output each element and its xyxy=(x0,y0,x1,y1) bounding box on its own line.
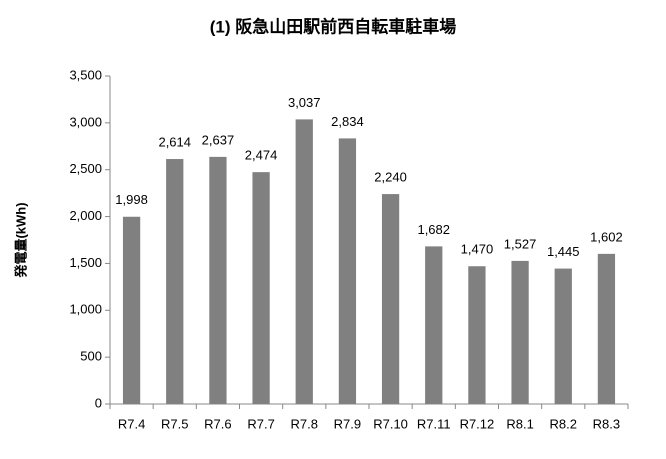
bar xyxy=(252,172,270,404)
bar xyxy=(209,156,227,404)
bar xyxy=(468,266,486,404)
value-label: 2,240 xyxy=(374,170,407,185)
value-label: 1,527 xyxy=(504,236,537,251)
x-tick-label: R7.8 xyxy=(291,416,318,431)
value-label: 3,037 xyxy=(288,95,321,110)
y-axis-label: 発電量(kWh) xyxy=(13,202,28,278)
value-label: 1,682 xyxy=(417,222,450,237)
value-label: 1,470 xyxy=(461,242,494,257)
x-tick-label: R7.4 xyxy=(118,416,145,431)
value-label: 1,998 xyxy=(115,192,148,207)
x-tick-label: R7.5 xyxy=(161,416,188,431)
bar xyxy=(597,253,616,404)
bar xyxy=(295,119,313,405)
bar xyxy=(425,246,443,404)
x-tick-label: R7.9 xyxy=(334,416,361,431)
y-tick-label: 500 xyxy=(80,349,102,364)
y-tick-label: 2,000 xyxy=(69,208,102,223)
x-tick-label: R7.11 xyxy=(417,416,451,431)
value-label: 1,602 xyxy=(590,229,623,244)
value-label: 2,834 xyxy=(331,114,364,129)
bar xyxy=(554,268,572,404)
y-tick-label: 2,500 xyxy=(69,161,102,176)
y-tick-label: 0 xyxy=(95,395,102,410)
x-tick-label: R7.7 xyxy=(247,416,274,431)
value-label: 2,614 xyxy=(158,134,191,149)
x-tick-label: R7.6 xyxy=(204,416,231,431)
x-tick-label: R8.1 xyxy=(506,416,533,431)
y-tick-label: 3,000 xyxy=(69,114,102,129)
value-label: 2,474 xyxy=(245,148,278,163)
chart-title: (1) 阪急山田駅前西自転車駐車場 xyxy=(210,16,457,36)
y-tick-label: 3,500 xyxy=(69,67,102,82)
bar xyxy=(511,260,529,404)
x-tick-label: R7.10 xyxy=(373,416,408,431)
y-tick-label: 1,500 xyxy=(69,255,102,270)
bar xyxy=(381,194,400,404)
bar xyxy=(122,216,141,404)
bar xyxy=(166,159,184,404)
x-tick-label: R8.2 xyxy=(550,416,577,431)
x-tick-label: R8.3 xyxy=(593,416,620,431)
y-tick-label: 1,000 xyxy=(69,302,102,317)
value-label: 1,445 xyxy=(547,244,580,259)
bar xyxy=(338,138,357,405)
x-tick-label: R7.12 xyxy=(460,416,495,431)
value-label: 2,637 xyxy=(202,132,235,147)
